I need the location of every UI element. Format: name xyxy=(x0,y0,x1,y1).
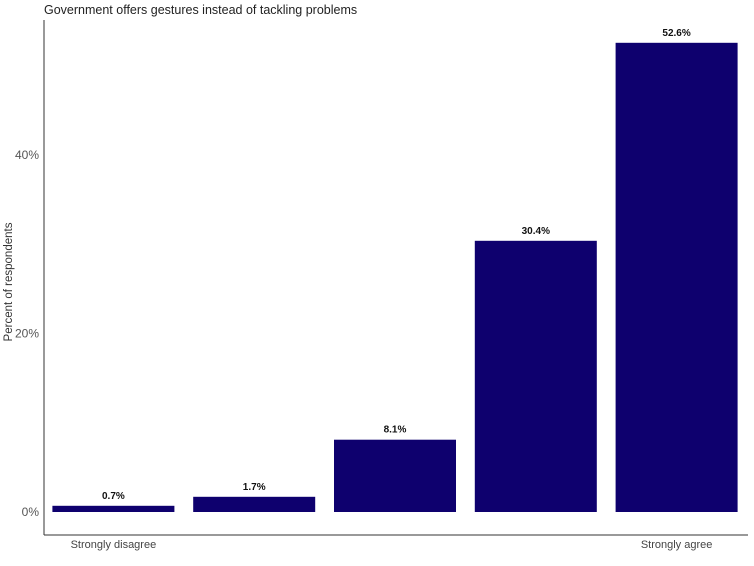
data-label-4: 30.4% xyxy=(522,226,550,237)
y-tick-label-1: 0% xyxy=(22,505,40,519)
data-label-3: 8.1% xyxy=(384,425,407,436)
bar-1 xyxy=(52,505,175,512)
y-tick-label-3: 40% xyxy=(15,148,39,162)
bar-2 xyxy=(193,496,316,512)
data-label-2: 1.7% xyxy=(243,482,266,493)
y-ticks-group: 0% 20% 40% xyxy=(15,148,39,519)
bar-3 xyxy=(334,439,456,512)
x-ticks-group: Strongly disagree Strongly agree xyxy=(71,539,713,551)
data-label-5: 52.6% xyxy=(662,28,690,39)
y-axis-title: Percent of respondents xyxy=(3,222,15,341)
x-tick-label-5: Strongly agree xyxy=(641,539,713,551)
x-tick-label-1: Strongly disagree xyxy=(71,539,157,551)
data-labels-group: 0.7% 1.7% 8.1% 30.4% 52.6% xyxy=(102,28,691,502)
bar-4 xyxy=(474,240,597,513)
bars-group xyxy=(52,42,738,513)
data-label-1: 0.7% xyxy=(102,491,125,502)
chart-title: Government offers gestures instead of ta… xyxy=(44,3,357,17)
bar-5 xyxy=(615,42,738,513)
y-tick-label-2: 20% xyxy=(15,327,39,341)
